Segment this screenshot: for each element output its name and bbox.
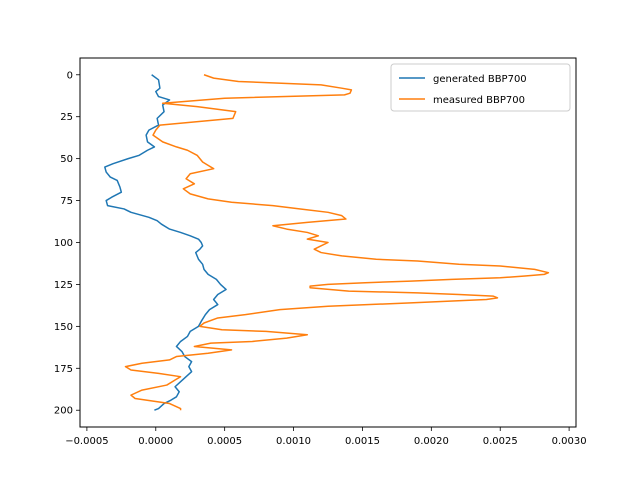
legend-label: measured BBP700 [433,95,525,106]
x-tick-label: 0.0000 [138,436,173,447]
y-tick-label: 75 [60,196,73,207]
plot-area [79,57,577,428]
y-axis-ticks: 0 25 50 75 100 125 150 175 200 [54,70,80,417]
y-tick-label: 50 [60,154,73,165]
series-line-measured [124,74,550,411]
x-tick-label: 0.0010 [276,436,311,447]
y-tick-label: 175 [54,364,73,375]
y-tick-label: 150 [54,322,73,333]
y-tick-label: 25 [60,112,73,123]
x-tick-label: 0.0020 [414,436,449,447]
series-line-generated [104,74,227,411]
y-tick-label: 100 [54,238,73,249]
legend-label: generated BBP700 [433,74,527,85]
y-tick-label: 0 [67,70,73,81]
x-tick-label: 0.0005 [207,436,242,447]
x-tick-label: −0.0005 [65,436,108,447]
x-tick-label: 0.0015 [345,436,380,447]
y-tick-label: 200 [54,406,73,417]
series-layer [104,74,550,411]
y-tick-label: 125 [54,280,73,291]
x-tick-label: 0.0030 [552,436,587,447]
x-axis-ticks: −0.0005 0.0000 0.0005 0.0010 0.0015 0.0020 0.0… [65,427,587,447]
x-tick-label: 0.0025 [483,436,518,447]
legend-box [390,63,571,112]
legend: generated BBP700 measured BBP700 [390,63,571,112]
